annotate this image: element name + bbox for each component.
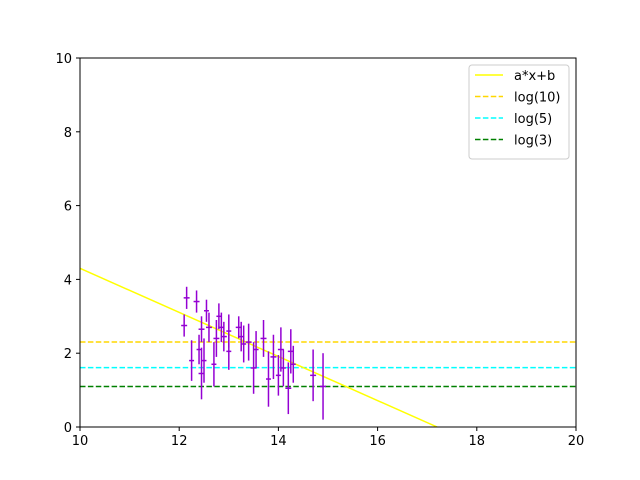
data-point (204, 299, 209, 322)
x-tick-label: 16 (369, 434, 386, 449)
data-point (285, 362, 292, 415)
data-point (211, 342, 217, 387)
data-point (275, 355, 281, 396)
legend-label: log(5) (514, 112, 552, 127)
data-point (290, 345, 296, 383)
legend-label: log(10) (514, 91, 561, 106)
fit-line (80, 267, 438, 427)
reference-lines (80, 341, 576, 388)
axes-frame (79, 57, 577, 428)
fit-line-layer (80, 267, 438, 427)
legend: a*x+b log(10) log(5) log(3) (468, 64, 570, 160)
data-point (260, 319, 267, 357)
data-point (201, 338, 207, 383)
data-point (270, 334, 277, 380)
y-tick-label: 0 (64, 421, 72, 436)
y-axis: 0 2 4 6 8 10 (55, 52, 80, 436)
data-point (310, 349, 317, 402)
y-tick-label: 10 (55, 52, 72, 67)
legend-item: log(10) (475, 91, 561, 106)
data-point (213, 319, 220, 357)
x-tick-label: 10 (72, 434, 89, 449)
data-point (253, 331, 259, 368)
x-tick-label: 18 (469, 434, 486, 449)
x-axis: 10 12 14 16 18 20 (72, 427, 585, 449)
data-point (245, 323, 252, 361)
x-tick-label: 14 (270, 434, 287, 449)
data-point (220, 321, 227, 352)
data-point (198, 316, 205, 343)
y-tick-label: 4 (64, 273, 72, 288)
data-point (266, 351, 271, 407)
x-tick-label: 20 (568, 434, 585, 449)
data-point (205, 312, 212, 343)
errorbar-layer (181, 286, 327, 420)
y-tick-label: 6 (64, 200, 72, 215)
legend-item: a*x+b (475, 69, 555, 84)
x-tick-label: 12 (171, 434, 188, 449)
data-point (241, 325, 247, 363)
data-point (196, 334, 202, 365)
data-point (193, 290, 200, 313)
data-point (280, 349, 286, 387)
data-point (189, 340, 195, 381)
legend-box (468, 64, 570, 160)
y-tick-label: 2 (64, 347, 72, 362)
y-tick-label: 8 (64, 126, 72, 141)
data-point (320, 353, 327, 420)
data-point (226, 314, 232, 348)
data-point (181, 314, 188, 337)
legend-label: a*x+b (514, 69, 555, 84)
legend-item: log(5) (475, 112, 552, 127)
data-point (183, 286, 190, 309)
legend-item: log(3) (475, 134, 552, 149)
legend-label: log(3) (514, 134, 552, 149)
data-point (216, 303, 222, 330)
